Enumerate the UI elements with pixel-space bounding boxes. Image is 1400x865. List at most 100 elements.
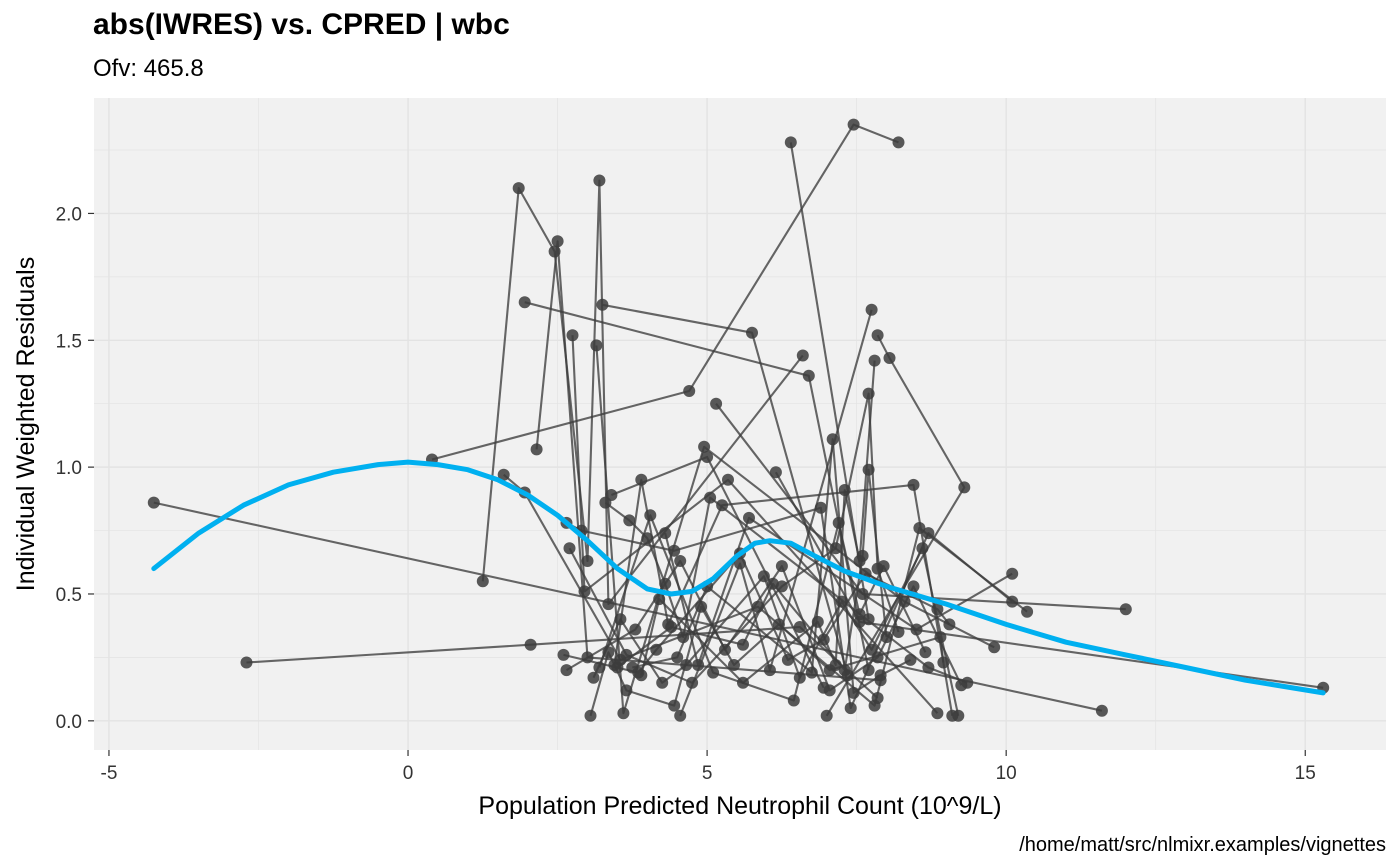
data-point <box>1021 605 1034 618</box>
chart-subtitle: Ofv: 465.8 <box>93 55 204 82</box>
data-point <box>757 570 770 583</box>
data-point <box>862 463 875 476</box>
data-point <box>862 387 875 400</box>
chart-title: abs(IWRES) vs. CPRED | wbc <box>93 8 510 41</box>
data-point <box>1006 595 1019 608</box>
data-point <box>1119 603 1132 616</box>
data-point <box>769 466 782 479</box>
data-point <box>692 659 705 671</box>
data-point <box>1006 567 1019 580</box>
data-point <box>802 369 815 382</box>
data-point <box>898 595 911 608</box>
data-point <box>904 653 917 666</box>
y-tick-label: 1.0 <box>56 458 82 479</box>
data-point <box>551 235 564 248</box>
data-point <box>566 329 579 342</box>
data-point <box>698 440 711 453</box>
data-point <box>853 555 866 567</box>
data-point <box>847 118 860 131</box>
data-point <box>737 638 749 651</box>
data-point <box>722 473 734 486</box>
data-point <box>695 600 708 613</box>
y-tick-label: 1.5 <box>56 331 82 352</box>
data-point <box>599 496 612 509</box>
data-point <box>814 501 827 514</box>
data-point <box>590 339 603 352</box>
data-point <box>892 136 905 149</box>
data-point <box>823 684 836 697</box>
data-point <box>686 676 699 689</box>
data-point <box>871 562 884 575</box>
data-point <box>719 643 731 656</box>
data-point <box>524 638 537 651</box>
data-point <box>707 666 720 679</box>
data-point <box>916 542 929 555</box>
x-tick-label: 0 <box>403 763 414 784</box>
data-point <box>602 646 615 659</box>
x-tick-label: 15 <box>1295 763 1316 784</box>
data-point <box>787 694 800 707</box>
data-point <box>838 664 851 677</box>
data-point <box>820 709 833 722</box>
data-point <box>766 577 779 590</box>
data-point <box>751 600 764 613</box>
data-point <box>704 491 717 504</box>
data-point <box>826 433 839 446</box>
data-point <box>910 623 923 636</box>
y-axis-title: Individual Weighted Residuals <box>12 257 40 591</box>
y-tick-label: 2.0 <box>56 204 82 225</box>
data-point <box>931 707 944 720</box>
data-point <box>853 608 866 621</box>
data-point <box>784 136 797 149</box>
data-point <box>671 651 684 664</box>
data-point <box>476 575 489 588</box>
data-point <box>596 298 609 311</box>
data-point <box>557 648 570 661</box>
smooth-line <box>151 459 1326 696</box>
data-point <box>781 653 794 666</box>
data-point <box>952 709 965 722</box>
data-point <box>793 671 806 684</box>
data-point <box>871 651 884 664</box>
data-point <box>871 329 884 342</box>
data-point <box>530 443 543 456</box>
x-axis-ticks: -5 0 5 10 15 <box>101 750 1316 784</box>
data-point <box>772 618 785 631</box>
data-point <box>868 354 881 367</box>
data-point <box>581 555 594 567</box>
data-point <box>913 522 926 534</box>
data-point <box>775 560 788 573</box>
data-point <box>907 580 920 593</box>
data-point <box>623 514 636 527</box>
data-point <box>653 593 666 606</box>
data-point <box>865 303 878 316</box>
data-point <box>497 468 510 481</box>
data-point <box>829 542 842 555</box>
data-point <box>620 684 633 697</box>
data-point <box>817 633 830 646</box>
data-point <box>811 615 824 628</box>
data-point <box>883 352 896 364</box>
data-point <box>641 532 654 545</box>
data-point <box>763 664 776 677</box>
data-point <box>880 631 893 644</box>
data-point <box>737 676 749 689</box>
data-point <box>856 588 869 600</box>
data-point <box>659 527 672 540</box>
data-point <box>644 509 657 522</box>
data-point <box>629 623 642 636</box>
data-point <box>665 621 678 633</box>
data-point <box>847 686 860 699</box>
data-point <box>602 598 615 611</box>
x-axis-title: Population Predicted Neutrophil Count (1… <box>478 792 1001 820</box>
data-point <box>581 651 594 664</box>
data-point <box>832 516 845 529</box>
data-point <box>934 631 947 644</box>
y-tick-label: 0.5 <box>56 585 82 606</box>
data-point <box>716 499 729 512</box>
data-point <box>922 527 935 540</box>
data-point <box>835 595 848 608</box>
data-point <box>868 699 881 712</box>
caption: /home/matt/src/nlmixr.examples/vignettes <box>1019 834 1386 856</box>
